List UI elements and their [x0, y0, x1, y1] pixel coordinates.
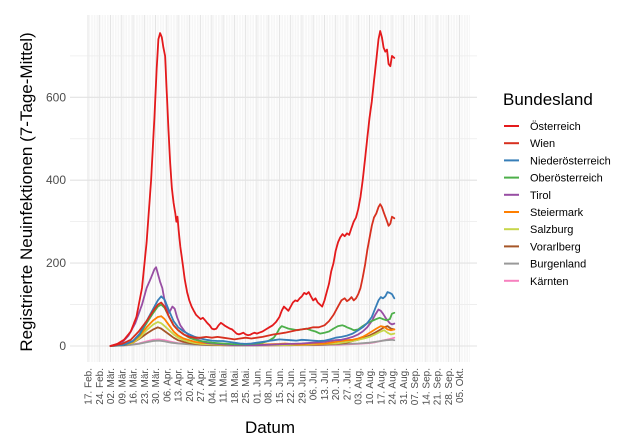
legend-label: Steiermark	[530, 207, 584, 219]
x-tick-label: 21. Sep.	[433, 368, 444, 405]
x-tick-label: 28. Sep.	[444, 368, 455, 405]
x-tick-label: 24. Feb.	[95, 368, 106, 405]
legend-label: Kärnten	[530, 276, 569, 288]
legend-title: Bundesland	[503, 90, 593, 109]
x-tick-label: 27. Apr.	[196, 368, 207, 402]
x-tick-label: 27. Jul.	[342, 368, 353, 400]
legend-label: Salzburg	[530, 224, 573, 236]
x-tick-label: 10. Aug.	[365, 368, 376, 405]
legend-label: Wien	[530, 138, 555, 150]
x-tick-label: 24. Aug.	[388, 368, 399, 405]
legend-label: Tirol	[530, 190, 551, 202]
x-tick-label: 13. Apr.	[174, 368, 185, 402]
x-tick-label: 09. Mär.	[117, 368, 128, 404]
series-line	[109, 30, 396, 347]
x-axis-title: Datum	[245, 418, 295, 437]
x-tick-label: 06. Apr.	[162, 368, 173, 402]
x-tick-label: 11. Mai.	[219, 368, 230, 403]
x-tick-label: 14. Sep.	[421, 368, 432, 405]
x-tick-label: 25. Mai.	[241, 368, 252, 404]
x-tick-label: 04. Mai.	[207, 368, 218, 404]
legend-label: Vorarlberg	[530, 241, 581, 253]
x-tick-label: 16. Mär.	[129, 368, 140, 404]
legend-label: Niederösterreich	[530, 155, 611, 167]
legend: Bundesland Österreich Wien Niederösterreic…	[503, 90, 611, 288]
x-tick-label: 02. Mär.	[106, 368, 117, 404]
legend-label: Burgenland	[530, 259, 586, 271]
x-tick-label: 17. Aug.	[376, 368, 387, 405]
x-tick-label: 18. Mai.	[230, 368, 241, 404]
y-axis-title: Registrierte Neuinfektionen (7-Tage-Mitt…	[17, 32, 36, 351]
x-tick-label: 05. Okt.	[455, 368, 466, 403]
x-tick-label: 07. Sep.	[410, 368, 421, 405]
x-axis-ticks: 17. Feb. 24. Feb. 02. Mär. 09. Mär. 16. Mär.…	[84, 368, 467, 405]
x-tick-label: 20. Apr.	[185, 368, 196, 402]
x-tick-label: 01. Jun.	[252, 368, 263, 404]
x-tick-label: 06. Jul.	[309, 368, 320, 400]
x-tick-label: 30. Mär.	[151, 368, 162, 404]
y-tick-label: 400	[46, 173, 66, 187]
x-tick-label: 20. Jul.	[331, 368, 342, 400]
x-tick-label: 03. Aug.	[354, 368, 365, 405]
y-tick-label: 200	[46, 256, 66, 270]
legend-label: Oberösterreich	[530, 173, 603, 185]
x-tick-label: 17. Feb.	[84, 368, 95, 405]
series-line	[109, 203, 396, 347]
x-tick-label: 31. Aug.	[399, 368, 410, 405]
series-layer	[109, 30, 396, 347]
x-tick-label: 23. Mär.	[140, 368, 151, 404]
series-line	[109, 291, 396, 347]
x-tick-label: 15. Jun.	[275, 368, 286, 404]
y-tick-label: 600	[46, 90, 66, 104]
y-axis-ticks: 0 200 400 600	[46, 90, 66, 353]
x-tick-label: 29. Jun.	[297, 368, 308, 404]
x-tick-label: 08. Jun.	[264, 368, 275, 404]
grid	[70, 15, 477, 362]
x-tick-label: 13. Jul.	[320, 368, 331, 400]
legend-label: Österreich	[530, 121, 581, 133]
legend-items: Österreich Wien Niederösterreich Oberösterr…	[504, 121, 611, 288]
x-tick-label: 22. Jun.	[286, 368, 297, 404]
y-tick-label: 0	[59, 339, 66, 353]
